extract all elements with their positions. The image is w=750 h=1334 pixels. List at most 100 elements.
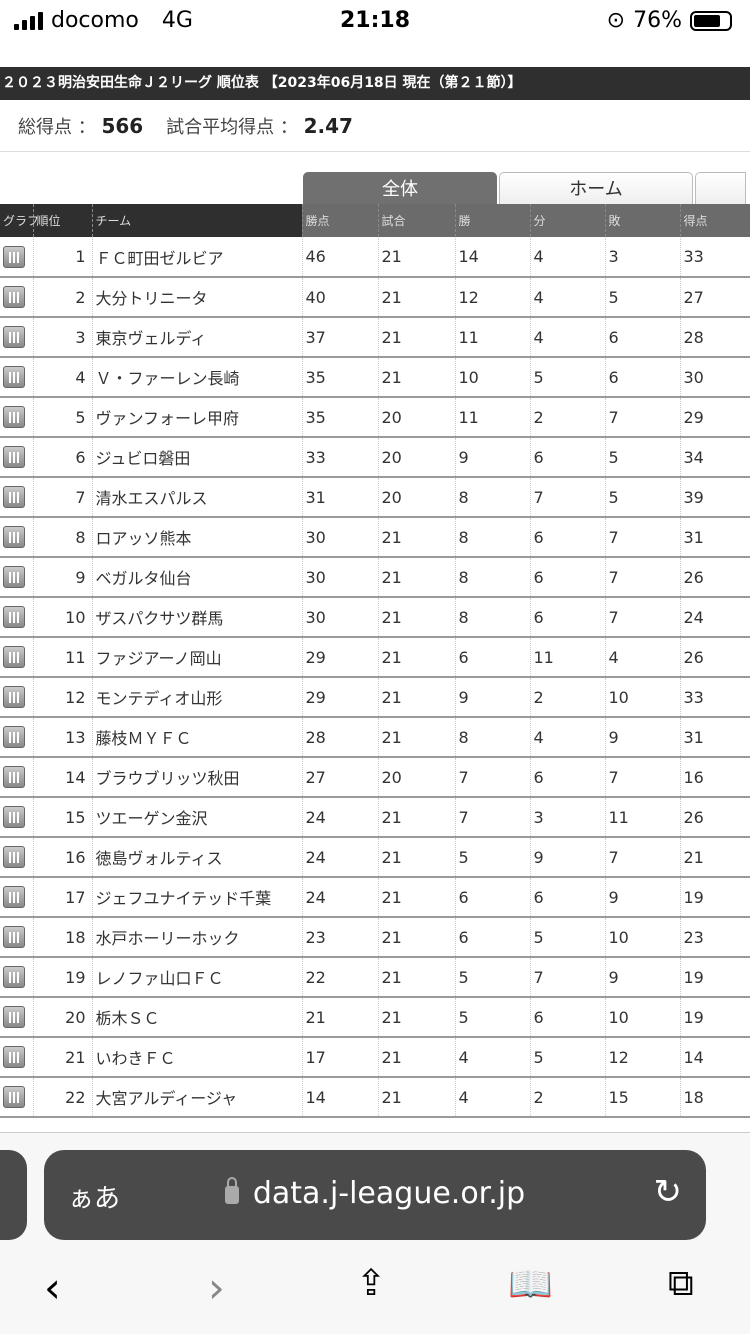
team-name[interactable]: 清水エスパルス xyxy=(92,477,303,518)
cell: 4 xyxy=(605,637,681,678)
cell: 8 xyxy=(455,717,531,758)
team-name[interactable]: 大宮アルディージャ xyxy=(92,1077,303,1118)
tab-home[interactable]: ホーム xyxy=(499,172,693,205)
team-name[interactable]: いわきＦＣ xyxy=(92,1037,303,1078)
forward-button[interactable]: › xyxy=(208,1263,225,1312)
cell: 16 xyxy=(33,837,93,878)
tab-away[interactable] xyxy=(695,172,746,205)
graph-icon[interactable] xyxy=(3,1086,25,1108)
graph-cell[interactable] xyxy=(0,517,34,558)
cell: 14 xyxy=(33,757,93,798)
graph-icon[interactable] xyxy=(3,446,25,468)
reader-settings-button[interactable]: ぁあ xyxy=(68,1184,121,1214)
graph-cell[interactable] xyxy=(0,797,34,838)
cell: 28 xyxy=(302,717,379,758)
bookmarks-icon[interactable]: 📖 xyxy=(508,1264,553,1305)
graph-icon[interactable] xyxy=(3,926,25,948)
graph-cell[interactable] xyxy=(0,677,34,718)
graph-cell[interactable] xyxy=(0,877,34,918)
graph-icon[interactable] xyxy=(3,406,25,428)
cell: 14 xyxy=(680,1037,750,1078)
graph-icon[interactable] xyxy=(3,1046,25,1068)
graph-cell[interactable] xyxy=(0,757,34,798)
cell: 14 xyxy=(302,1077,379,1118)
team-name[interactable]: 水戸ホーリーホック xyxy=(92,917,303,958)
graph-icon[interactable] xyxy=(3,245,25,268)
cell: 24 xyxy=(302,877,379,918)
graph-cell[interactable] xyxy=(0,1077,34,1118)
graph-cell[interactable] xyxy=(0,237,34,278)
graph-cell[interactable] xyxy=(0,597,34,638)
team-name[interactable]: Ｖ・ファーレン長崎 xyxy=(92,357,303,398)
graph-icon[interactable] xyxy=(3,326,25,348)
cell: 7 xyxy=(605,597,681,638)
graph-icon[interactable] xyxy=(3,566,25,588)
team-name[interactable]: ベガルタ仙台 xyxy=(92,557,303,598)
team-name[interactable]: ジュビロ磐田 xyxy=(92,437,303,478)
graph-icon[interactable] xyxy=(3,766,25,788)
graph-cell[interactable] xyxy=(0,277,34,318)
graph-icon[interactable] xyxy=(3,646,25,668)
graph-cell[interactable] xyxy=(0,437,34,478)
graph-cell[interactable] xyxy=(0,837,34,878)
graph-icon[interactable] xyxy=(3,806,25,828)
graph-icon[interactable] xyxy=(3,686,25,708)
team-name[interactable]: 徳島ヴォルティス xyxy=(92,837,303,878)
team-name[interactable]: ブラウブリッツ秋田 xyxy=(92,757,303,798)
graph-cell[interactable] xyxy=(0,397,34,438)
team-name[interactable]: ロアッソ熊本 xyxy=(92,517,303,558)
team-name[interactable]: 藤枝ＭＹＦＣ xyxy=(92,717,303,758)
graph-cell[interactable] xyxy=(0,1037,34,1078)
team-name[interactable]: 東京ヴェルディ xyxy=(92,317,303,358)
team-name[interactable]: ＦＣ町田ゼルビア xyxy=(92,237,303,278)
previous-tab[interactable] xyxy=(0,1150,27,1240)
graph-icon[interactable] xyxy=(3,726,25,748)
team-name[interactable]: ジェフユナイテッド千葉 xyxy=(92,877,303,918)
graph-icon[interactable] xyxy=(3,366,25,388)
cell: 6 xyxy=(605,317,681,358)
tab-overall[interactable]: 全体 xyxy=(303,172,497,205)
cell: 19 xyxy=(680,997,750,1038)
cell: 5 xyxy=(605,277,681,318)
team-name[interactable]: 大分トリニータ xyxy=(92,277,303,318)
share-icon[interactable]: ⇪ xyxy=(356,1263,387,1304)
graph-icon[interactable] xyxy=(3,606,25,628)
graph-cell[interactable] xyxy=(0,357,34,398)
graph-icon[interactable] xyxy=(3,286,25,308)
rotation-lock-icon: ⊙ xyxy=(606,8,626,33)
graph-cell[interactable] xyxy=(0,997,34,1038)
cell: 4 xyxy=(530,717,606,758)
cell: 1 xyxy=(33,237,93,278)
team-name[interactable]: ヴァンフォーレ甲府 xyxy=(92,397,303,438)
back-button[interactable]: ‹ xyxy=(44,1263,61,1312)
graph-icon[interactable] xyxy=(3,1006,25,1028)
team-name[interactable]: ツエーゲン金沢 xyxy=(92,797,303,838)
cell: 6 xyxy=(455,917,531,958)
team-name[interactable]: モンテディオ山形 xyxy=(92,677,303,718)
team-name[interactable]: レノファ山口ＦＣ xyxy=(92,957,303,998)
cell: 6 xyxy=(530,757,606,798)
graph-cell[interactable] xyxy=(0,317,34,358)
cell: 2 xyxy=(530,1077,606,1118)
graph-icon[interactable] xyxy=(3,526,25,548)
graph-cell[interactable] xyxy=(0,637,34,678)
cell: 46 xyxy=(302,237,379,278)
graph-cell[interactable] xyxy=(0,917,34,958)
graph-icon[interactable] xyxy=(3,486,25,508)
graph-icon[interactable] xyxy=(3,846,25,868)
team-name[interactable]: ファジアーノ岡山 xyxy=(92,637,303,678)
tabs-icon[interactable]: ⧉ xyxy=(668,1263,694,1304)
team-name[interactable]: 栃木ＳＣ xyxy=(92,997,303,1038)
graph-icon[interactable] xyxy=(3,886,25,908)
team-name[interactable]: ザスパクサツ群馬 xyxy=(92,597,303,638)
graph-cell[interactable] xyxy=(0,717,34,758)
graph-cell[interactable] xyxy=(0,557,34,598)
graph-cell[interactable] xyxy=(0,477,34,518)
graph-cell[interactable] xyxy=(0,957,34,998)
cell: 8 xyxy=(455,517,531,558)
address-bar[interactable]: ぁあ data.j-league.or.jp ↻ xyxy=(44,1150,706,1240)
column-header: グラフ xyxy=(0,204,39,237)
graph-icon[interactable] xyxy=(3,966,25,988)
reload-icon[interactable]: ↻ xyxy=(653,1172,683,1212)
cell: 12 xyxy=(605,1037,681,1078)
